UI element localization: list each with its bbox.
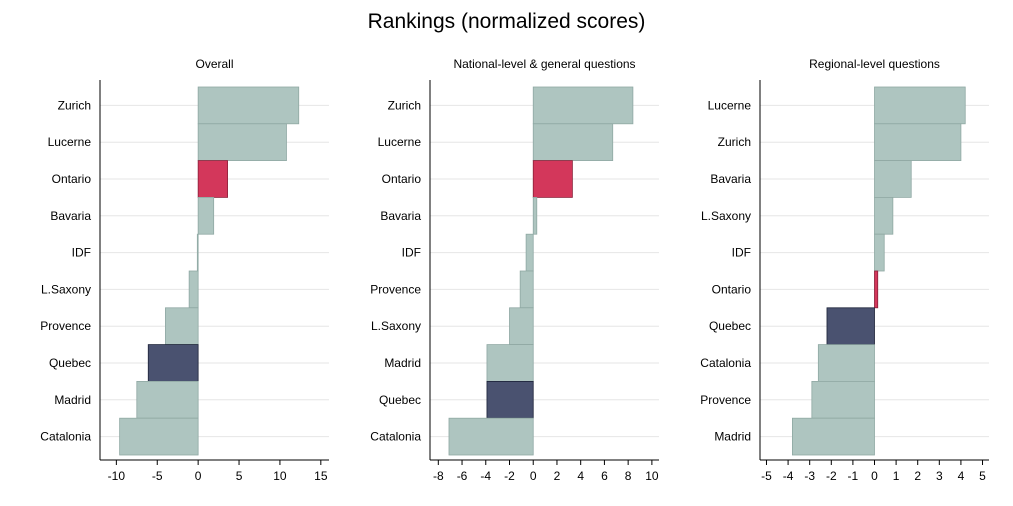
category-label-quebec: Quebec: [49, 356, 91, 370]
bar-l-saxony: [188, 270, 199, 309]
category-label-idf: IDF: [732, 246, 751, 260]
x-tick-label: 6: [601, 469, 608, 483]
panel-overall: Zurich Lucerne Ontario Bavaria IDF L.Saxony Pr…: [40, 80, 329, 483]
category-label-madrid: Madrid: [714, 430, 751, 444]
category-label-lucerne: Lucerne: [378, 135, 422, 149]
x-tick-label: 0: [195, 469, 202, 483]
x-tick-label: -8: [433, 469, 444, 483]
x-tick-label: 0: [530, 469, 537, 483]
bar-provence: [519, 270, 534, 309]
x-tick-label: 0: [871, 469, 878, 483]
panel-title-overall: Overall: [195, 57, 234, 71]
category-label-zurich: Zurich: [388, 98, 421, 112]
bar-lucerne: [197, 123, 287, 162]
bar-madrid: [136, 380, 199, 419]
bar-zurich: [532, 86, 634, 125]
category-label-ontario: Ontario: [712, 282, 752, 296]
x-tick-label: -3: [804, 469, 815, 483]
x-tick-label: 8: [625, 469, 632, 483]
category-label-provence: Provence: [40, 319, 91, 333]
x-tick-label: -4: [783, 469, 794, 483]
bar-bavaria: [874, 160, 912, 198]
x-tick-label: 2: [554, 469, 561, 483]
x-tick-label: 1: [893, 469, 900, 483]
bar-quebec: [147, 344, 199, 382]
x-tick-label: -10: [108, 469, 126, 483]
bar-catalonia: [448, 417, 534, 456]
category-label-madrid: Madrid: [54, 393, 91, 407]
x-tick-label: 5: [979, 469, 986, 483]
bar-catalonia: [119, 417, 199, 456]
category-label-ontario: Ontario: [382, 172, 422, 186]
category-label-provence: Provence: [370, 282, 421, 296]
bar-madrid: [792, 417, 875, 456]
bar-catalonia: [817, 344, 875, 382]
x-tick-label: 4: [577, 469, 584, 483]
panel-title-regional: Regional-level questions: [809, 57, 940, 71]
bar-ontario: [874, 270, 879, 309]
bar-zurich: [874, 123, 962, 162]
bar-provence: [165, 307, 199, 345]
x-tick-label: 10: [273, 469, 287, 483]
category-label-catalonia: Catalonia: [700, 356, 751, 370]
bar-lucerne: [874, 86, 966, 125]
category-label-l-saxony: L.Saxony: [371, 319, 421, 333]
x-tick-label: -1: [848, 469, 859, 483]
bar-l-saxony: [509, 307, 534, 345]
category-label-catalonia: Catalonia: [40, 430, 91, 444]
category-label-lucerne: Lucerne: [708, 98, 752, 112]
x-tick-label: -5: [761, 469, 772, 483]
category-label-quebec: Quebec: [709, 319, 751, 333]
bar-idf: [196, 233, 199, 272]
x-tick-label: 2: [914, 469, 921, 483]
bar-bavaria: [532, 196, 538, 235]
category-label-zurich: Zurich: [58, 98, 91, 112]
bar-idf: [525, 233, 534, 272]
x-tick-label: 4: [958, 469, 965, 483]
bar-provence: [811, 380, 875, 419]
category-label-bavaria: Bavaria: [50, 209, 91, 223]
bar-quebec: [486, 380, 534, 419]
x-tick-label: 3: [936, 469, 943, 483]
category-label-idf: IDF: [402, 246, 421, 260]
x-tick-label: -4: [480, 469, 491, 483]
x-tick-label: -2: [504, 469, 515, 483]
category-label-catalonia: Catalonia: [370, 430, 421, 444]
bar-quebec: [826, 307, 875, 345]
x-tick-label: 10: [645, 469, 659, 483]
chart-title: Rankings (normalized scores): [367, 10, 646, 33]
category-label-l-saxony: L.Saxony: [41, 282, 91, 296]
category-label-zurich: Zurich: [718, 135, 751, 149]
category-label-provence: Provence: [700, 393, 751, 407]
x-tick-label: -6: [457, 469, 468, 483]
x-tick-label: 5: [236, 469, 243, 483]
bar-zurich: [197, 86, 300, 125]
x-tick-label: 15: [314, 469, 328, 483]
category-label-idf: IDF: [72, 246, 91, 260]
category-label-bavaria: Bavaria: [710, 172, 751, 186]
category-label-ontario: Ontario: [52, 172, 92, 186]
bar-l-saxony: [874, 196, 894, 235]
category-label-bavaria: Bavaria: [380, 209, 421, 223]
category-label-quebec: Quebec: [379, 393, 421, 407]
x-tick-label: -2: [826, 469, 837, 483]
category-label-lucerne: Lucerne: [48, 135, 92, 149]
x-tick-label: -5: [152, 469, 163, 483]
bar-idf: [874, 233, 885, 272]
panel-regional: Lucerne Zurich Bavaria L.Saxony IDF Ontario Qu…: [700, 80, 989, 483]
bar-ontario: [532, 160, 573, 198]
bar-bavaria: [197, 196, 215, 235]
panel-national: Zurich Lucerne Ontario Bavaria IDF Provence L.…: [370, 80, 659, 483]
category-label-madrid: Madrid: [384, 356, 421, 370]
panel-title-national: National-level & general questions: [453, 57, 636, 71]
category-label-l-saxony: L.Saxony: [701, 209, 751, 223]
bar-lucerne: [532, 123, 614, 162]
bar-ontario: [197, 160, 228, 198]
bar-madrid: [486, 344, 534, 382]
